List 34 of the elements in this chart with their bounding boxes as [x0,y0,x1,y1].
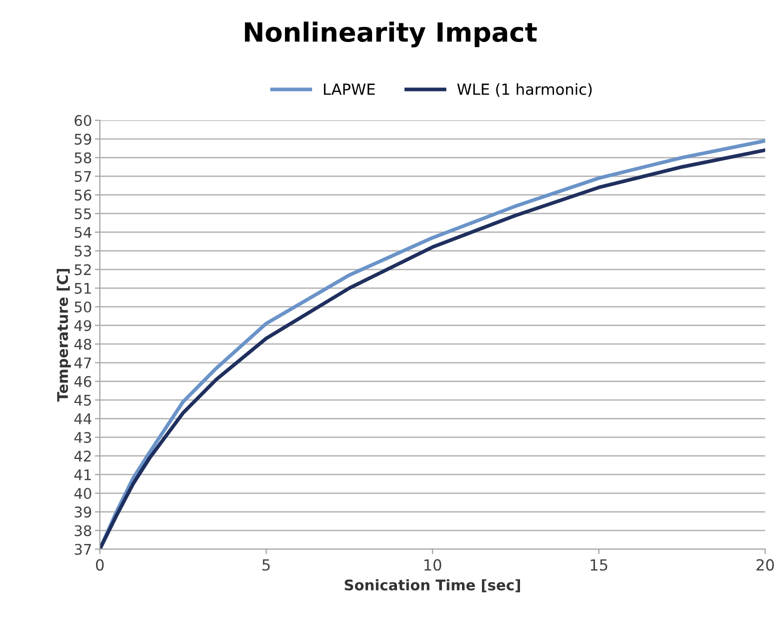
y-tick-label: 37 [74,544,91,555]
chart-title: Nonlinearity Impact [244,22,537,48]
y-tick-label: 59 [74,134,92,145]
x-tick-label: 10 [424,559,442,571]
legend-label: LAPWE [324,84,375,95]
y-axis-title: Temperature [C] [56,268,71,402]
y-tick-label: 56 [74,190,92,201]
y-tick-label: 55 [74,208,91,220]
y-tick-label: 43 [74,432,92,444]
x-axis-title: Sonication Time [sec] [344,579,520,592]
y-tick-label: 51 [74,283,91,294]
y-tick-label: 60 [74,115,92,126]
y-tick-label: 53 [74,246,92,257]
y-tick-label: 58 [74,152,92,164]
x-tick-label: 15 [590,559,608,571]
y-tick-label: 39 [74,506,92,518]
y-tick-label: 50 [74,301,92,313]
y-tick-label: 52 [74,264,91,276]
y-tick-label: 44 [74,414,92,424]
y-tick-label: 46 [74,376,92,388]
x-tick-label: 0 [96,559,104,571]
y-tick-label: 42 [74,450,91,462]
x-tick-label: 20 [756,559,774,571]
y-tick-label: 48 [74,338,92,350]
y-tick-label: 41 [74,469,91,480]
y-tick-label: 47 [74,358,91,368]
y-tick-label: 38 [74,525,92,536]
y-tick-label: 45 [74,394,91,406]
x-tick-label: 5 [262,559,270,571]
y-tick-label: 49 [74,320,92,332]
y-tick-label: 54 [74,227,92,238]
y-tick-label: 40 [74,488,92,499]
y-tick-label: 57 [74,171,91,182]
legend-label: WLE (1 harmonic) [457,83,592,97]
